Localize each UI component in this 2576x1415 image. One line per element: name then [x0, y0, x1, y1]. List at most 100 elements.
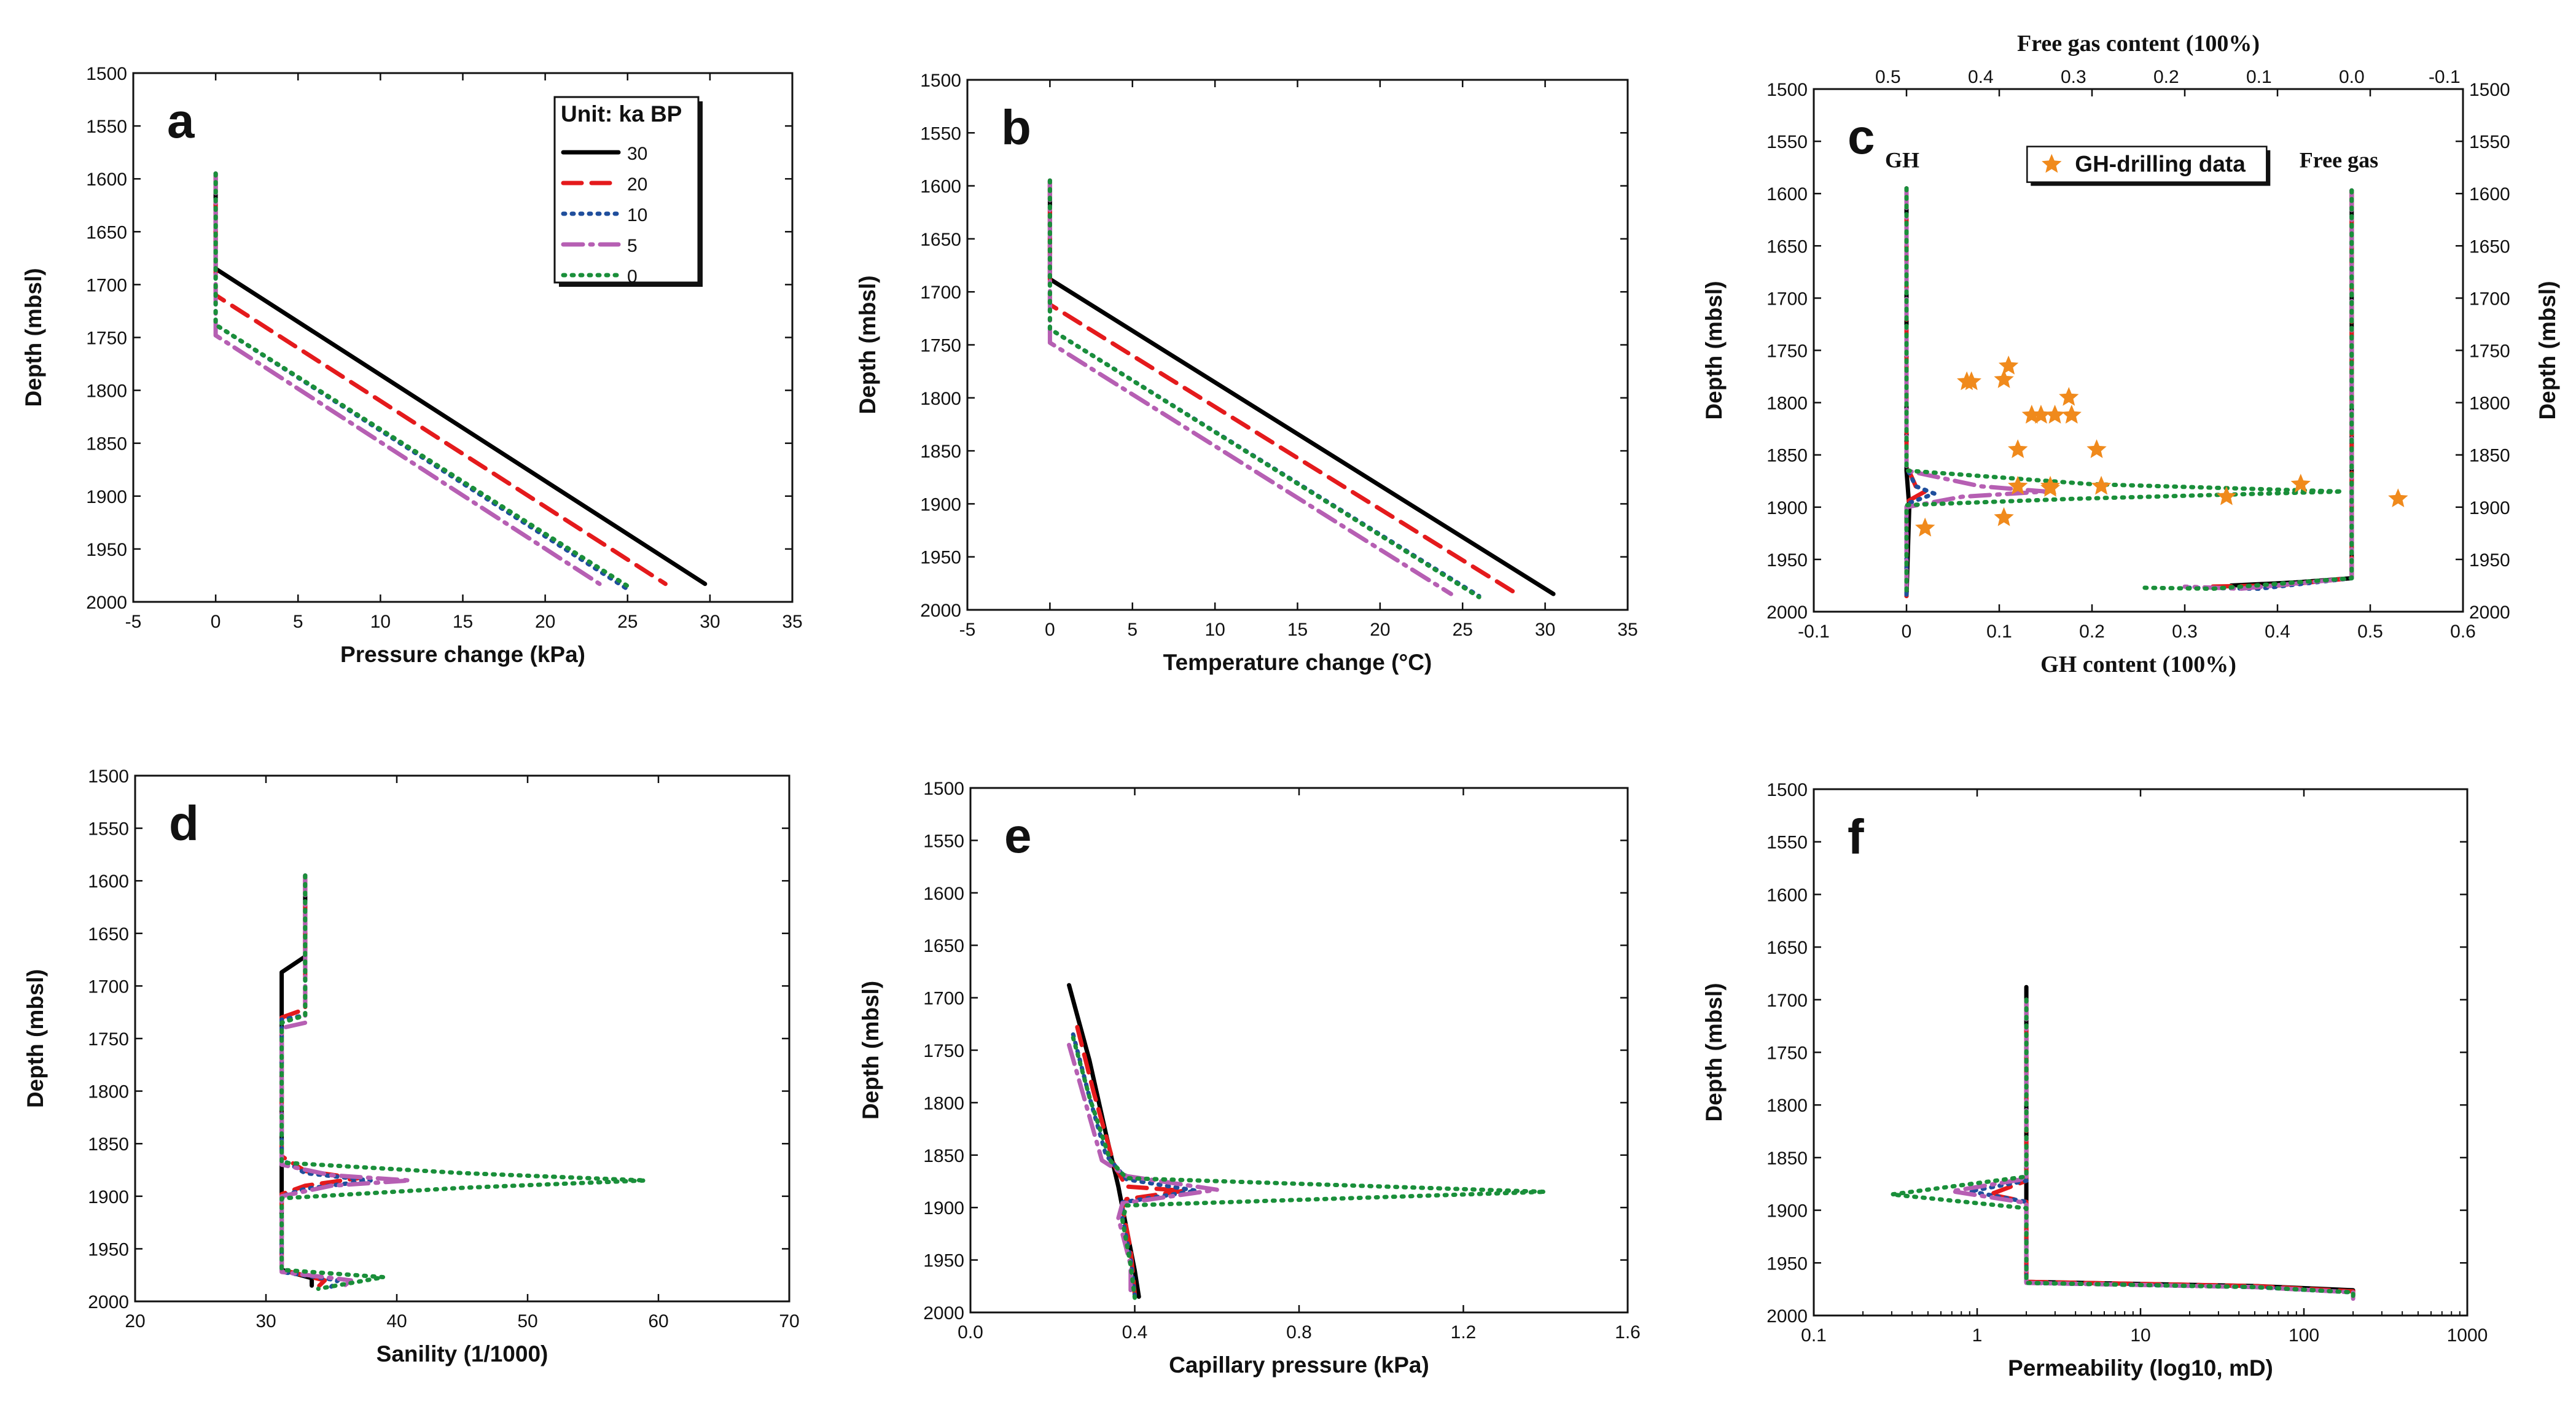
line-series-30 [1067, 983, 1141, 1299]
y-tick-label: 1500 [1766, 80, 1808, 100]
x-tick-label: 0.4 [1122, 1322, 1148, 1343]
gh-drilling-point [1915, 517, 1935, 537]
y-tick-label: 1700 [920, 283, 961, 303]
gas-line-series-30 [2229, 188, 2354, 588]
y-tick-label: 1750 [88, 1029, 129, 1050]
legend-entry-5: 5 [627, 236, 638, 256]
y-tick-label: 1750 [1766, 1043, 1808, 1064]
gh-annotation: GH [1885, 148, 1919, 173]
y2-tick-label: 1650 [2469, 236, 2510, 257]
x-tick-label: 30 [256, 1311, 276, 1331]
y-tick-label: 1500 [88, 766, 129, 787]
y-tick-label: 1700 [88, 976, 129, 997]
x-tick-label: 1 [1972, 1325, 1983, 1346]
y-tick-label: 1600 [86, 170, 127, 190]
y-tick-label: 1800 [920, 389, 961, 409]
line-series-5 [213, 171, 605, 588]
y-tick-label: 1850 [88, 1134, 129, 1155]
y-tick-label: 1550 [1766, 833, 1808, 853]
panel-label: e [1004, 808, 1032, 863]
x-tick-label: 10 [1204, 620, 1225, 640]
y-tick-label: 1800 [86, 381, 127, 402]
y2-tick-label: 1850 [2469, 446, 2510, 466]
y-tick-label: 1650 [1766, 236, 1808, 257]
y-tick-label: 1900 [923, 1198, 964, 1218]
y2-tick-label: 1500 [2469, 80, 2510, 100]
legend-entry-30: 30 [627, 144, 647, 164]
x-tick-label: 0 [211, 612, 221, 632]
x-axis-label: Pressure change (kPa) [340, 642, 585, 667]
y-tick-label: 1950 [920, 548, 961, 568]
line-series-5 [1950, 997, 2355, 1301]
y-tick-label: 1900 [920, 494, 961, 515]
gh-drilling-point [2290, 474, 2311, 493]
y-tick-label: 1650 [923, 936, 964, 956]
y-axis-label: Depth (mbsl) [855, 275, 880, 414]
x-axis-label: Permeability (log10, mD) [2008, 1355, 2273, 1381]
x-axis-label: Temperature change (°C) [1163, 650, 1432, 675]
line-series-0 [213, 171, 633, 591]
x2-tick-label: 0.1 [2246, 67, 2272, 87]
panel-f: 1500 1550 1600 1650 1700 1750 1800 1850 1900 1950… [1701, 780, 2488, 1381]
y-tick-label: 1600 [88, 871, 129, 892]
y-tick-label: 1700 [1766, 289, 1808, 309]
panel-d: 1500 1550 1600 1650 1700 1750 1800 1850 1900 1950… [23, 766, 800, 1366]
line-series-5 [1047, 178, 1453, 596]
y-tick-label: 1650 [1766, 938, 1808, 958]
y-tick-label: 1650 [86, 222, 127, 243]
free-gas-annotation: Free gas [2300, 148, 2378, 173]
y-tick-label: 1950 [1766, 550, 1808, 571]
panel-label: b [1001, 100, 1031, 155]
x-tick-label: 1.2 [1451, 1322, 1477, 1343]
line-series-30 [1047, 178, 1556, 596]
y-tick-label: 1950 [88, 1239, 129, 1260]
legend-entry-0: 0 [627, 267, 638, 287]
y-tick-label: 1750 [923, 1041, 964, 1061]
gas-line-series-5 [2182, 188, 2354, 591]
line-series-0 [1047, 178, 1481, 599]
plot-frame [1813, 788, 2469, 1317]
x2-axis-label: Free gas content (100%) [2017, 31, 2260, 57]
x-axis-label: Sanility (1/1000) [377, 1341, 548, 1366]
x-tick-label: 20 [125, 1311, 145, 1331]
x-tick-label: 35 [782, 612, 802, 632]
marker-legend-label: GH-drilling data [2075, 152, 2246, 177]
x-tick-label: 60 [648, 1311, 668, 1331]
panel-a: 1500155016001650170017501800185019001950… [21, 64, 803, 667]
legend-entry-10: 10 [627, 205, 647, 225]
x-tick-label: 100 [2289, 1325, 2319, 1346]
y-tick-label: 2000 [1766, 602, 1808, 623]
gh-line-series-0 [1904, 186, 2345, 598]
gh-drilling-point [2091, 475, 2112, 495]
gh-line-series-5 [1904, 186, 2048, 598]
gh-drilling-point [1994, 369, 2014, 388]
x-tick-label: 5 [1127, 620, 1138, 640]
y-tick-label: 1550 [923, 831, 964, 851]
y-tick-label: 1550 [1766, 132, 1808, 152]
legend-title: Unit: ka BP [561, 101, 682, 127]
gh-drilling-point [2008, 439, 2028, 458]
y2-tick-label: 2000 [2469, 602, 2510, 623]
marker-legend-box [2026, 146, 2268, 183]
gh-drilling-point [2031, 405, 2051, 424]
x-tick-label: 30 [700, 612, 720, 632]
y-tick-label: 1800 [88, 1082, 129, 1102]
y-tick-label: 2000 [1766, 1306, 1808, 1327]
x-tick-label: 70 [779, 1311, 799, 1331]
gh-drilling-point [1998, 356, 2019, 375]
line-series-20 [279, 873, 360, 1289]
y-tick-label: 1850 [1766, 446, 1808, 466]
gh-drilling-point [2061, 405, 2082, 424]
x2-tick-label: -0.1 [2429, 67, 2461, 87]
x2-tick-label: 0.5 [1875, 67, 1901, 87]
y-tick-label: 1600 [923, 884, 964, 904]
y-tick-label: 1850 [923, 1146, 964, 1166]
line-series-0 [279, 873, 648, 1291]
y-tick-label: 1750 [920, 336, 961, 356]
x-tick-label: -5 [959, 620, 976, 640]
x-tick-label: 0.5 [2357, 622, 2383, 642]
y-axis-label: Depth (mbsl) [1701, 281, 1727, 419]
gh-drilling-point [2086, 439, 2107, 458]
y-axis-label: Depth (mbsl) [858, 981, 883, 1120]
